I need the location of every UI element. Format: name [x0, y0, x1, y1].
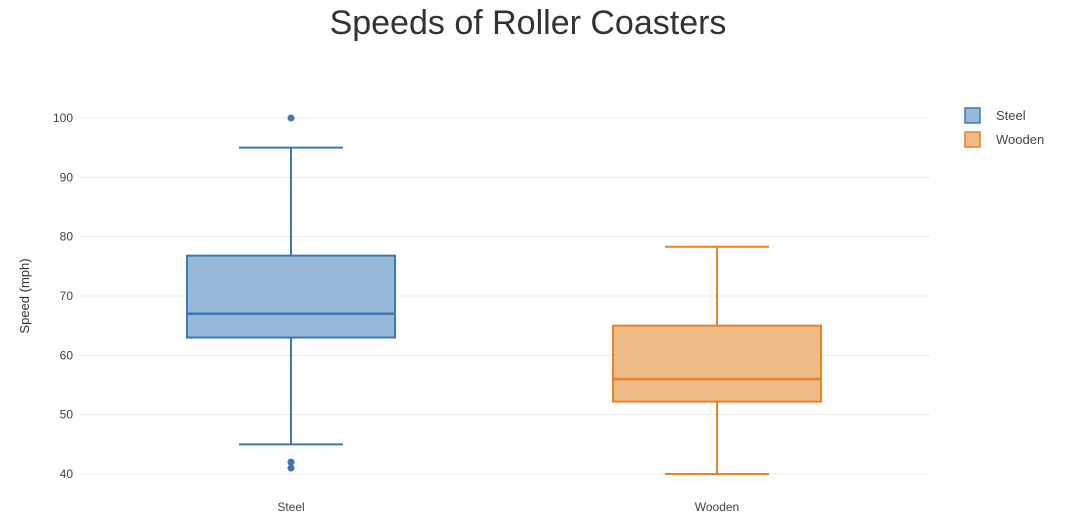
legend-item-steel[interactable]: Steel [964, 107, 1026, 124]
y-tick-label: 90 [60, 170, 74, 184]
box-wooden [612, 245, 822, 475]
legend-swatch [964, 131, 981, 148]
y-tick-label: 80 [60, 230, 74, 244]
outlier-point [287, 114, 295, 122]
y-axis-ticks: 40 50 60 70 80 90 100 [53, 111, 73, 481]
y-tick-label: 70 [60, 289, 74, 303]
box-steel [186, 114, 396, 472]
x-axis-ticks: Steel Wooden [277, 500, 739, 514]
legend-item-wooden[interactable]: Wooden [964, 131, 1044, 148]
legend: Steel Wooden [964, 107, 1044, 148]
iqr-box [612, 324, 822, 403]
legend-swatch [964, 107, 981, 124]
outlier-point [287, 458, 295, 466]
x-tick-label: Wooden [695, 500, 739, 514]
y-tick-label: 40 [60, 467, 74, 481]
x-tick-label: Steel [277, 500, 304, 514]
y-axis-label: Speed (mph) [17, 258, 32, 333]
box-series [186, 114, 822, 475]
y-tick-label: 60 [60, 348, 74, 362]
iqr-box [186, 254, 396, 339]
y-tick-label: 100 [53, 111, 73, 125]
legend-label: Steel [996, 108, 1026, 123]
y-tick-label: 50 [60, 408, 74, 422]
outlier-point [287, 464, 295, 472]
chart-title: Speeds of Roller Coasters [330, 4, 727, 42]
legend-label: Wooden [996, 132, 1044, 147]
